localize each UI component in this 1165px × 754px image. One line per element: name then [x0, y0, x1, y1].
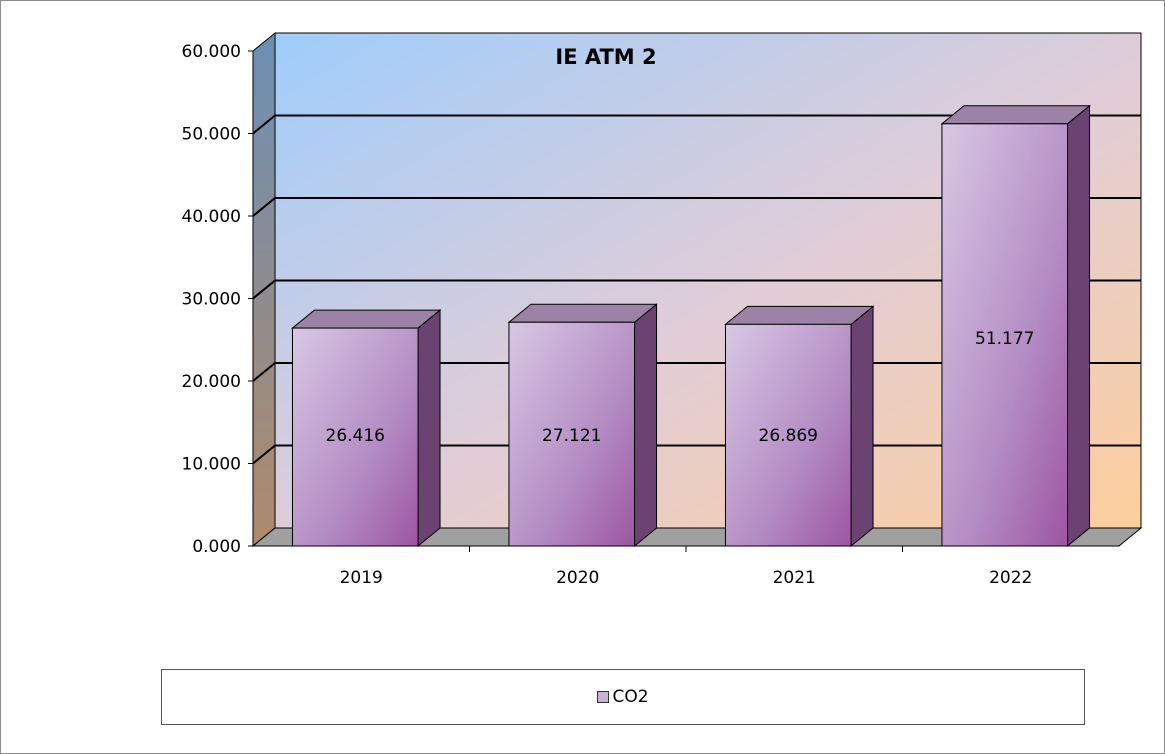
chart-title: IE ATM 2	[555, 45, 656, 69]
x-tick-label: 2022	[989, 568, 1032, 588]
x-tick-label: 2020	[556, 568, 599, 588]
y-tick-label: 40.000	[182, 207, 241, 227]
gridline	[252, 114, 1141, 135]
legend-swatch	[597, 691, 610, 703]
bar-top	[724, 305, 875, 325]
bar-chart: 26.416 27.121 26.869 51.177 0.000 10.000 20.0…	[182, 31, 1143, 588]
bar-side	[417, 309, 441, 548]
bar-side	[1067, 104, 1091, 548]
axes: 0.000 10.000 20.000 30.000 40.000 50.000 60.00…	[182, 42, 1119, 588]
y-tick-label: 60.000	[182, 42, 241, 62]
data-label: 51.177	[975, 329, 1034, 349]
y-tick-label: 30.000	[182, 290, 241, 310]
gridline	[252, 279, 1141, 300]
bar-side	[850, 305, 874, 548]
bar-front	[291, 327, 419, 547]
bar-2020: 27.121	[507, 303, 658, 548]
bar-top	[507, 303, 658, 323]
x-tick-label: 2019	[340, 568, 383, 588]
gridline	[252, 197, 1141, 217]
bar-front	[941, 123, 1069, 547]
bar-side	[634, 303, 658, 548]
bars: 26.416 27.121 26.869 51.177	[291, 104, 1091, 548]
y-tick-label: 20.000	[182, 372, 241, 392]
data-label: 26.869	[759, 426, 818, 446]
bar-front	[508, 321, 636, 547]
legend: CO2	[161, 669, 1085, 725]
bar-top	[940, 105, 1091, 125]
data-label: 27.121	[542, 426, 601, 446]
bar-2019: 26.416	[291, 309, 442, 548]
y-tick-label: 50.000	[182, 125, 241, 145]
y-tick-label: 10.000	[182, 455, 241, 475]
y-tick-label: 0.000	[192, 537, 241, 557]
data-label: 26.416	[326, 426, 385, 446]
x-tick-label: 2021	[773, 568, 816, 588]
bar-front	[724, 323, 852, 547]
bar-2022: 51.177	[940, 104, 1091, 548]
bar-top	[291, 309, 442, 329]
bar-2021: 26.869	[724, 305, 875, 548]
legend-label: CO2	[612, 687, 649, 707]
